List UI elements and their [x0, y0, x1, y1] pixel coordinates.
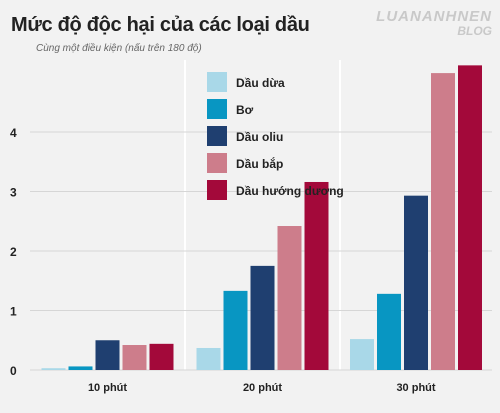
legend-label-5: Dầu hướng dương: [236, 184, 344, 198]
bar-5-2: [304, 181, 329, 370]
chart-subtitle: Cùng một điều kiện (nấu trên 180 độ): [36, 43, 202, 54]
y-tick-label: 4: [10, 126, 17, 140]
y-tick-label: 1: [10, 305, 17, 319]
bar-2-2: [223, 290, 248, 370]
bar-2-3: [377, 293, 401, 370]
legend-label-3: Dầu oliu: [236, 130, 283, 144]
legend-swatch-4: [207, 153, 227, 173]
watermark-line-1: LUANANHNEN: [376, 8, 492, 25]
watermark-line-2: BLOG: [457, 24, 492, 38]
bar-1-3: [350, 339, 374, 370]
x-tick-label: 10 phút: [88, 382, 127, 394]
legend-swatch-2: [207, 99, 227, 119]
chart-title: Mức độ độc hại của các loại dầu: [11, 14, 310, 36]
legend-label-4: Dầu bắp: [236, 156, 283, 171]
watermark-logo: LUANANHNEN BLOG: [376, 8, 492, 38]
bar-4-2: [277, 226, 302, 370]
bar-3-3: [404, 195, 428, 370]
bar-1-2: [196, 347, 221, 370]
bar-3-2: [250, 265, 275, 370]
legend-swatch-1: [207, 72, 227, 92]
legend-swatch-5: [207, 180, 227, 200]
y-tick-label: 2: [10, 245, 17, 259]
bar-5-1: [149, 343, 174, 370]
y-tick-label: 0: [10, 364, 17, 378]
bar-5-3: [458, 65, 482, 371]
bar-3-1: [95, 340, 120, 370]
legend-label-2: Bơ: [236, 103, 254, 117]
y-tick-label: 3: [10, 186, 17, 200]
bar-4-3: [431, 73, 455, 370]
bar-2-1: [68, 366, 93, 370]
bar-4-1: [122, 345, 147, 370]
legend-label-1: Dầu dừa: [236, 76, 285, 90]
x-tick-label: 20 phút: [243, 382, 282, 394]
legend-swatch-3: [207, 126, 227, 146]
bar-1-1: [41, 368, 66, 370]
x-tick-label: 30 phút: [396, 382, 435, 394]
